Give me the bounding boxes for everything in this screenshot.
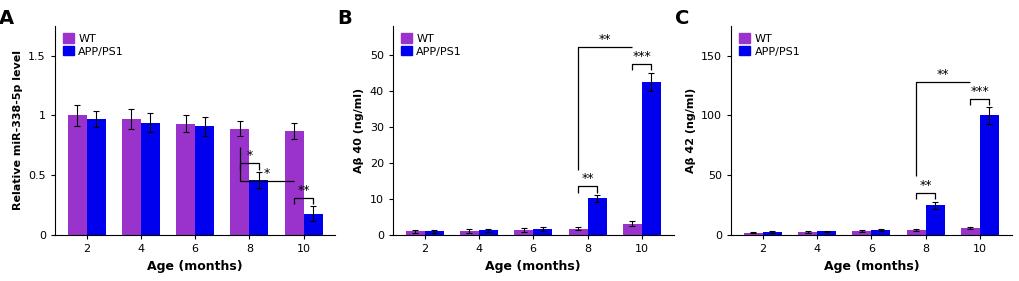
Text: **: **: [298, 184, 310, 197]
Bar: [195, 126, 214, 235]
Bar: [406, 232, 424, 235]
Bar: [460, 231, 479, 235]
Text: *: *: [246, 149, 253, 162]
Text: *: *: [264, 167, 270, 180]
Bar: [587, 198, 606, 235]
Bar: [249, 180, 268, 235]
Legend: WT, APP/PS1: WT, APP/PS1: [60, 31, 126, 59]
Bar: [424, 232, 443, 235]
Bar: [514, 230, 533, 235]
X-axis label: Age (months): Age (months): [485, 260, 581, 273]
Text: C: C: [675, 9, 689, 28]
Text: **: **: [918, 179, 931, 192]
Text: ***: ***: [970, 85, 988, 98]
Y-axis label: Aβ 42 (ng/ml): Aβ 42 (ng/ml): [685, 88, 695, 173]
Bar: [852, 231, 870, 235]
Bar: [979, 115, 998, 235]
Bar: [568, 228, 587, 235]
Y-axis label: Aβ 40 (ng/ml): Aβ 40 (ng/ml): [354, 88, 364, 173]
Text: B: B: [336, 9, 352, 28]
Bar: [67, 115, 87, 235]
Bar: [121, 119, 141, 235]
Bar: [906, 230, 925, 235]
Bar: [87, 119, 105, 235]
Text: **: **: [936, 68, 949, 81]
Bar: [479, 230, 497, 235]
Bar: [816, 232, 836, 235]
Bar: [284, 131, 304, 235]
Bar: [141, 123, 160, 235]
X-axis label: Age (months): Age (months): [822, 260, 918, 273]
Bar: [304, 214, 322, 235]
Bar: [176, 124, 195, 235]
Bar: [533, 229, 551, 235]
Text: **: **: [598, 33, 610, 46]
Bar: [870, 230, 890, 235]
Bar: [797, 232, 816, 235]
Bar: [743, 233, 762, 235]
Bar: [960, 228, 979, 235]
Text: ***: ***: [632, 50, 650, 63]
X-axis label: Age (months): Age (months): [147, 260, 243, 273]
Bar: [925, 205, 944, 235]
Text: A: A: [0, 9, 14, 28]
Bar: [641, 81, 660, 235]
Bar: [230, 129, 249, 235]
Bar: [762, 232, 782, 235]
Bar: [623, 223, 641, 235]
Text: **: **: [581, 172, 593, 185]
Legend: WT, APP/PS1: WT, APP/PS1: [398, 31, 464, 59]
Legend: WT, APP/PS1: WT, APP/PS1: [736, 31, 802, 59]
Y-axis label: Relative miR-338-5p level: Relative miR-338-5p level: [12, 50, 22, 210]
